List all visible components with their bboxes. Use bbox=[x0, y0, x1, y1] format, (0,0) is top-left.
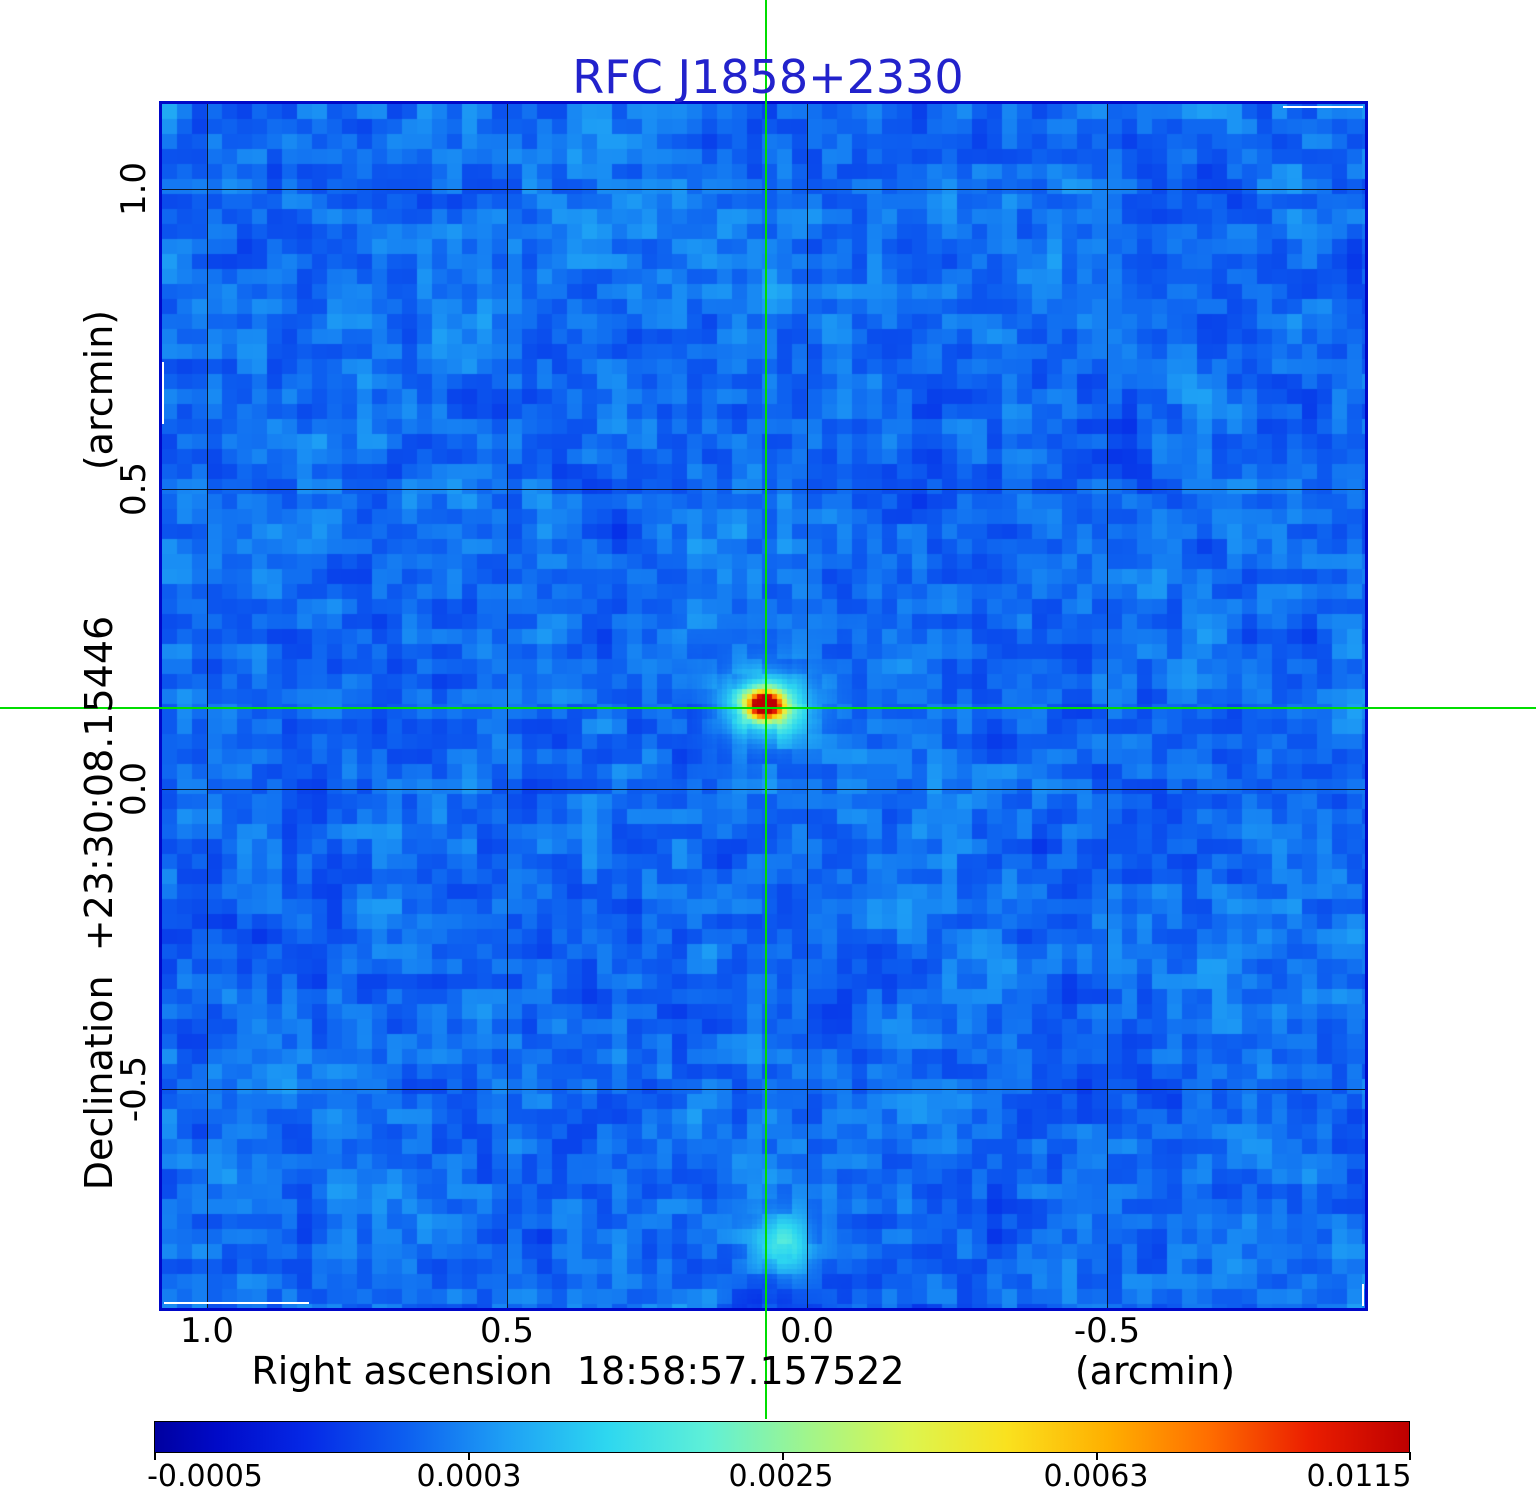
render-artifact bbox=[1362, 1284, 1364, 1306]
colorbar-tick-label: 0.0115 bbox=[1306, 1459, 1412, 1494]
colorbar-tick-label: 0.0063 bbox=[1043, 1459, 1149, 1494]
grid-line-horizontal bbox=[162, 789, 1365, 790]
x-axis-tick-label: 1.0 bbox=[179, 1311, 235, 1351]
y-axis-unit-label: (arcmin) bbox=[77, 309, 121, 471]
colorbar-tick bbox=[468, 1452, 470, 1460]
grid-line-horizontal bbox=[162, 189, 1365, 190]
colorbar-tick bbox=[154, 1452, 156, 1460]
y-axis-tick-label: -0.5 bbox=[114, 1055, 154, 1123]
y-axis-label: Declination +23:30:08.15446 bbox=[77, 615, 121, 1191]
grid-line-horizontal bbox=[162, 1089, 1365, 1090]
x-axis-unit-label: (arcmin) bbox=[1074, 1349, 1236, 1393]
grid-line-vertical bbox=[507, 104, 508, 1308]
y-axis-tick-label: 0.0 bbox=[114, 761, 154, 817]
colorbar-tick-label: 0.0025 bbox=[728, 1459, 834, 1494]
grid-line-horizontal bbox=[162, 489, 1365, 490]
grid-line-vertical bbox=[1107, 104, 1108, 1308]
colorbar-tick bbox=[1096, 1452, 1098, 1460]
y-axis-tick-label: 1.0 bbox=[114, 161, 154, 217]
colorbar-gradient bbox=[154, 1421, 1410, 1453]
colorbar-tick bbox=[1409, 1452, 1411, 1460]
render-artifact bbox=[1283, 106, 1363, 108]
grid-line-vertical bbox=[207, 104, 208, 1308]
sky-map bbox=[159, 101, 1368, 1311]
x-axis-tick-label: 0.5 bbox=[479, 1311, 535, 1351]
x-axis-tick-label: 0.0 bbox=[779, 1311, 835, 1351]
colorbar-tick-label: -0.0005 bbox=[147, 1459, 263, 1494]
y-axis-tick-label: 0.5 bbox=[114, 461, 154, 517]
render-artifact bbox=[164, 1302, 309, 1304]
x-axis-tick-label: -0.5 bbox=[1073, 1311, 1141, 1351]
render-artifact bbox=[162, 362, 164, 424]
crosshair-vertical-line bbox=[765, 0, 767, 1419]
colorbar-tick-label: 0.0003 bbox=[416, 1459, 522, 1494]
grid-line-vertical bbox=[807, 104, 808, 1308]
x-axis-label: Right ascension 18:58:57.157522 bbox=[251, 1349, 905, 1393]
intensity-field-canvas bbox=[162, 104, 1365, 1308]
page-title: RFC J1858+2330 bbox=[572, 50, 964, 104]
crosshair-horizontal-line bbox=[0, 707, 1536, 709]
colorbar-tick bbox=[782, 1452, 784, 1460]
